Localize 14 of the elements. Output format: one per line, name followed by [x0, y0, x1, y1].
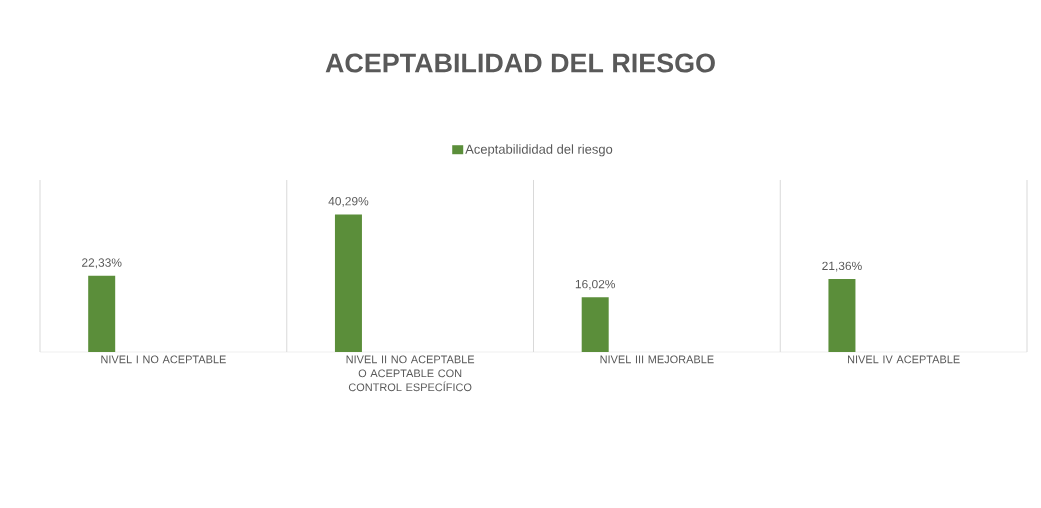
bar: [334, 214, 362, 352]
legend-label: Aceptabilididad del riesgo: [465, 144, 613, 157]
data-label: 40,29%: [328, 196, 369, 207]
chart-title: ACEPTABILIDAD DEL RIESGO: [325, 53, 715, 73]
bar: [828, 279, 856, 352]
data-label: 21,36%: [822, 261, 862, 272]
x-tick-label: NIVEL I NO ACEPTABLE: [101, 355, 226, 364]
bar: [88, 275, 116, 352]
x-tick-label: NIVEL II NO ACEPTABLE O ACEPTABLE CON CONTROL ESPECÍFICO: [346, 355, 475, 392]
data-label: 22,33%: [82, 258, 122, 269]
x-tick-label: NIVEL III MEJORABLE: [600, 355, 714, 364]
data-label: 16,02%: [575, 279, 616, 290]
bar: [581, 297, 609, 352]
x-tick-label: NIVEL IV ACEPTABLE: [848, 355, 960, 364]
